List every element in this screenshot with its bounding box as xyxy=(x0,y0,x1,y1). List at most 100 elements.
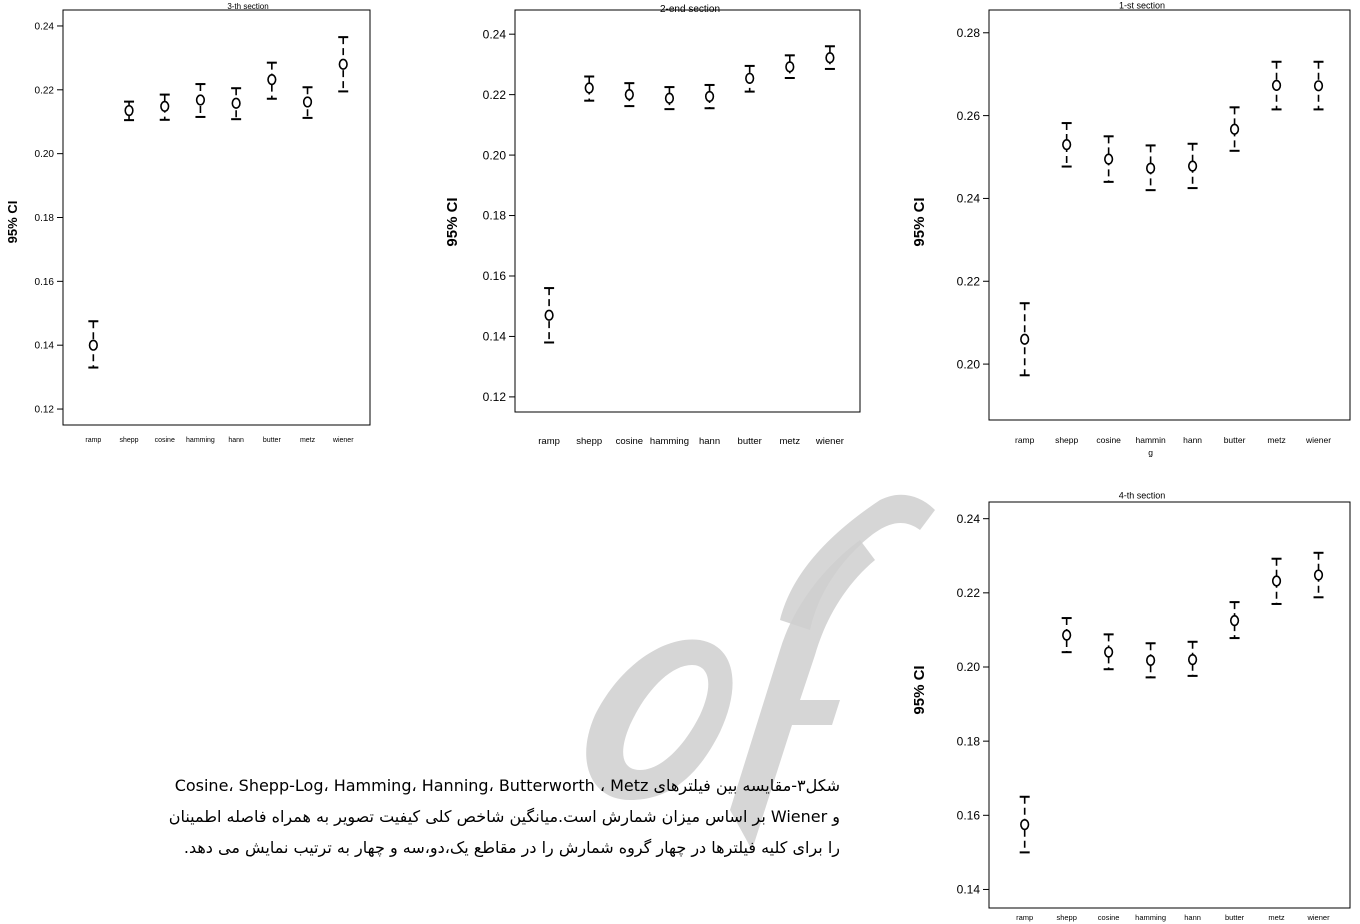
y-tick-label: 0.24 xyxy=(483,27,507,41)
watermark-graphic xyxy=(586,494,935,850)
y-tick-label: 0.22 xyxy=(957,274,981,288)
x-category-label: hann xyxy=(699,436,720,447)
y-tick-label: 0.24 xyxy=(35,21,55,32)
mean-marker xyxy=(1313,569,1324,581)
plot-frame xyxy=(988,501,1351,909)
y-tick-label: 0.28 xyxy=(957,26,981,40)
mean-marker xyxy=(1062,629,1072,641)
mean-marker xyxy=(745,72,755,84)
x-category-label: shepp xyxy=(1056,913,1076,922)
mean-marker xyxy=(825,52,835,64)
mean-marker xyxy=(302,96,313,108)
y-tick-label: 0.26 xyxy=(957,109,981,123)
x-category-label: cosine xyxy=(616,436,643,447)
y-tick-label: 0.18 xyxy=(35,213,55,224)
mean-marker xyxy=(231,97,241,109)
mean-marker xyxy=(1020,818,1030,831)
chart-title: 2-end section xyxy=(660,4,720,15)
x-category-label: ramp xyxy=(538,436,560,447)
mean-marker xyxy=(1146,654,1156,666)
chart-section-4-svg: 4-th section 95% CI 0.24 0.22 0.20 0.18 0.16 0.… xyxy=(911,491,1351,922)
caption-line-3: را برای کلیه فیلترها در چهار گروه شمارش … xyxy=(183,838,840,857)
mean-marker xyxy=(704,90,715,103)
x-category-label: metz xyxy=(779,436,800,447)
x-category-label: wiener xyxy=(332,437,354,444)
x-category-label: hamming xyxy=(650,436,689,447)
mean-marker xyxy=(1020,333,1030,345)
figure-caption: شکل۳-مقایسه بین فیلترهای Cosine، Shepp-L… xyxy=(150,770,840,863)
y-tick-label: 0.16 xyxy=(483,269,507,283)
x-category-label: butter xyxy=(1225,913,1245,922)
x-category-label: cosine xyxy=(155,437,175,444)
x-category-label: wiener xyxy=(815,436,844,447)
x-category-label: hamming xyxy=(186,437,215,444)
x-category-label: ramp xyxy=(1015,435,1035,445)
y-tick-label: 0.12 xyxy=(483,390,507,404)
x-category-label: shepp xyxy=(576,436,602,447)
watermark xyxy=(480,470,940,910)
y-tick-label: 0.22 xyxy=(483,88,507,102)
chart-section-2: 2-end section 95% CI 0.24 0.22 0.20 0.18 0.16 0… xyxy=(440,0,910,460)
mean-marker xyxy=(338,58,348,70)
y-tick-label: 0.22 xyxy=(957,586,981,600)
y-axis-label: 95% CI xyxy=(911,665,928,714)
chart-section-3: 3-th section 95% CI 0.24 0.22 0.20 0.18 0.16 0.… xyxy=(0,0,440,460)
y-tick-label: 0.16 xyxy=(957,809,981,823)
x-category-label: wiener xyxy=(1306,913,1330,922)
mean-marker xyxy=(1313,80,1324,92)
mean-marker xyxy=(1229,615,1240,627)
x-category-label: ramp xyxy=(85,437,101,444)
x-category-label: butter xyxy=(263,437,282,444)
plot-frame xyxy=(62,9,371,426)
x-category-label: g xyxy=(1148,448,1153,458)
y-tick-label: 0.22 xyxy=(35,85,55,96)
chart-section-4: 4-th section 95% CI 0.24 0.22 0.20 0.18 0.16 0.… xyxy=(910,480,1360,924)
y-tick-label: 0.20 xyxy=(957,660,981,674)
y-tick-label: 0.18 xyxy=(957,734,981,748)
chart-section-1-svg: 1-st section 95% CI 0.28 0.26 0.24 0.22 0.20 ra… xyxy=(911,1,1351,458)
x-category-label: hammin xyxy=(1135,435,1166,445)
y-tick-label: 0.20 xyxy=(957,357,981,371)
y-tick-label: 0.24 xyxy=(957,192,981,206)
y-tick-label: 0.14 xyxy=(35,341,55,352)
chart-title: 1-st section xyxy=(1119,1,1165,11)
x-category-label: ramp xyxy=(1016,913,1033,922)
y-tick-label: 0.18 xyxy=(483,209,507,223)
x-category-label: hann xyxy=(1183,435,1202,445)
plot-frame xyxy=(514,9,861,413)
mean-marker xyxy=(1229,123,1240,135)
x-category-label: hann xyxy=(228,437,244,444)
y-axis-label: 95% CI xyxy=(911,197,928,246)
chart-title: 4-th section xyxy=(1119,491,1166,501)
y-tick-label: 0.24 xyxy=(957,512,981,526)
mean-marker xyxy=(88,339,98,351)
mean-marker xyxy=(1146,162,1156,174)
mean-marker xyxy=(1062,138,1072,151)
y-axis-label: 95% CI xyxy=(5,201,20,244)
mean-marker xyxy=(1104,153,1114,165)
mean-marker xyxy=(1104,646,1114,658)
x-category-label: metz xyxy=(300,437,316,444)
mean-marker xyxy=(1271,79,1282,91)
x-category-label: wiener xyxy=(1305,435,1331,445)
y-tick-label: 0.16 xyxy=(35,277,55,288)
mean-marker xyxy=(124,104,134,117)
y-tick-label: 0.20 xyxy=(483,148,507,162)
mean-marker xyxy=(160,100,170,113)
y-tick-label: 0.14 xyxy=(957,883,981,897)
mean-marker xyxy=(544,309,554,321)
x-category-label: hamming xyxy=(1135,913,1166,922)
mean-marker xyxy=(664,92,675,104)
y-tick-label: 0.12 xyxy=(35,405,55,416)
mean-marker xyxy=(1271,575,1282,587)
mean-marker xyxy=(785,61,795,73)
mean-marker xyxy=(1187,160,1198,172)
chart-section-2-svg: 2-end section 95% CI 0.24 0.22 0.20 0.18 0.16 0… xyxy=(444,4,861,447)
chart-section-1: 1-st section 95% CI 0.28 0.26 0.24 0.22 0.20 ra… xyxy=(910,0,1360,470)
x-category-label: metz xyxy=(1268,913,1285,922)
x-category-label: shepp xyxy=(120,437,139,444)
mean-marker xyxy=(584,82,594,94)
y-tick-label: 0.14 xyxy=(483,330,507,344)
caption-line-1: شکل۳-مقایسه بین فیلترهای Cosine، Shepp-L… xyxy=(174,776,840,795)
x-category-label: hann xyxy=(1184,913,1201,922)
